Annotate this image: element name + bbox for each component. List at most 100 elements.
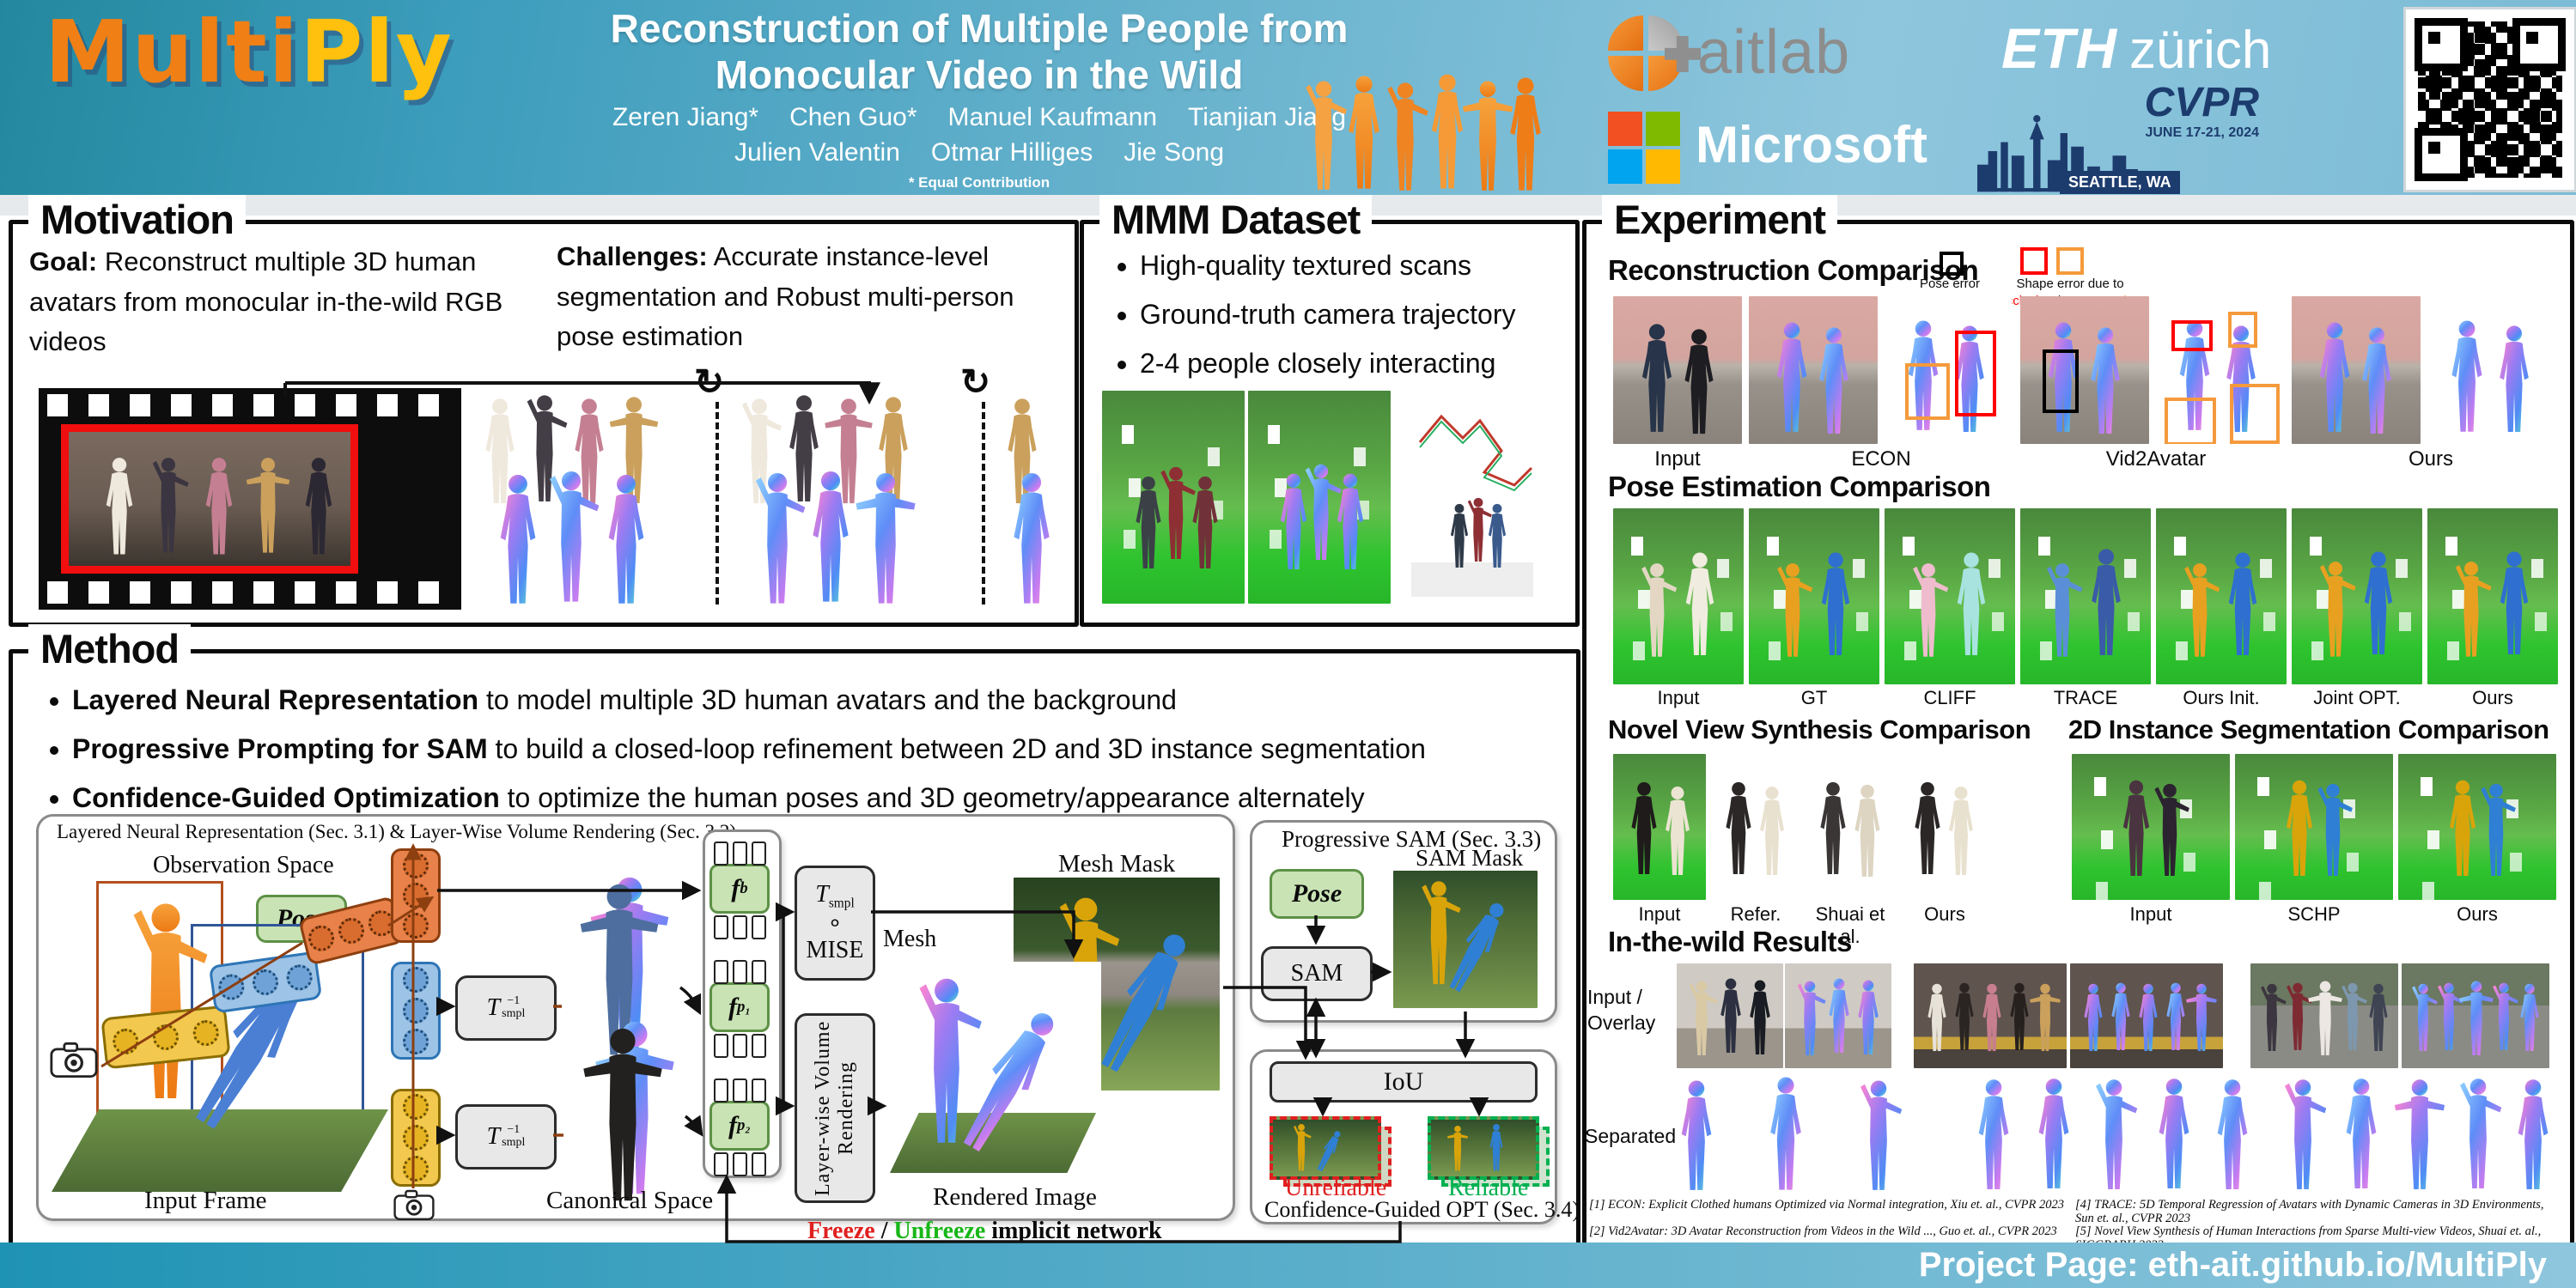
challenges-label: Challenges: bbox=[557, 241, 708, 271]
itw-row2-label: Separated bbox=[1585, 1125, 1677, 1147]
rotation-axis-dashed bbox=[716, 402, 719, 605]
confidence-guided-opt-label: Confidence-Guided OPT (Sec. 3.4) bbox=[1264, 1197, 1580, 1222]
person-normal-map bbox=[1327, 471, 1373, 574]
recon-econ-mesh-image bbox=[1885, 296, 2012, 444]
goal-label: Goal: bbox=[29, 246, 98, 276]
reference-item: [2] Vid2Avatar: 3D Avatar Reconstruction… bbox=[1589, 1224, 2057, 1239]
person-silhouette bbox=[2029, 977, 2061, 1060]
ground-photo-plane bbox=[52, 1109, 388, 1192]
f-sup: p₂ bbox=[737, 1116, 751, 1134]
t-sub: smpl bbox=[502, 1007, 526, 1020]
person-normal-map bbox=[2451, 1075, 2505, 1195]
pose-caption: GT bbox=[1800, 687, 1828, 708]
person-silhouette bbox=[1675, 550, 1725, 661]
method-bullet-rest: to model multiple 3D human avatars and t… bbox=[478, 684, 1177, 715]
layerwise-label: Layer-wise Volume Rendering bbox=[812, 1020, 857, 1196]
t-sup: −1 bbox=[507, 1123, 521, 1137]
reliable-label: Reliable bbox=[1448, 1175, 1529, 1201]
t-sup: −1 bbox=[507, 994, 521, 1008]
pose-caption: TRACE bbox=[2053, 687, 2118, 708]
studio-lights bbox=[1122, 424, 1135, 444]
rotate-arrow-icon: ↻ bbox=[694, 361, 725, 402]
t-inverse-smpl-box: T −1 smpl bbox=[455, 975, 557, 1041]
camera-icon bbox=[393, 1188, 435, 1221]
freeze-sep: / bbox=[874, 1218, 894, 1244]
f-sup: p₁ bbox=[737, 998, 751, 1016]
mmm-bullet: High-quality textured scans bbox=[1140, 247, 1586, 284]
pose-estimation-title: Pose Estimation Comparison bbox=[1608, 471, 1991, 502]
person-silhouette bbox=[144, 456, 192, 557]
itw-input-photo-1 bbox=[1677, 963, 1783, 1068]
input-frame-label: Input Frame bbox=[144, 1187, 267, 1214]
microsoft-logo: Microsoft bbox=[1608, 110, 1969, 187]
pose-tile-trace bbox=[2020, 508, 2151, 684]
motivation-group-2 bbox=[732, 397, 938, 611]
legend-pose-error-box bbox=[1940, 252, 1964, 276]
person-mask-yellow bbox=[1443, 1125, 1472, 1173]
person-normal-map bbox=[2276, 1077, 2329, 1195]
person-silhouette bbox=[2362, 977, 2395, 1060]
person-normal-map bbox=[1666, 1078, 1726, 1195]
mmm-section-title: MMM Dataset bbox=[1099, 195, 1373, 245]
person-silhouette bbox=[1742, 977, 1778, 1060]
recon-input-image bbox=[1613, 296, 1742, 444]
experiment-section-title: Experiment bbox=[1602, 195, 1837, 245]
person-mask-blue bbox=[2311, 776, 2355, 886]
t-sub: smpl bbox=[828, 896, 855, 911]
reference-item: [4] TRACE: 5D Temporal Regression of Ava… bbox=[2075, 1198, 2544, 1225]
sam-box: SAM bbox=[1261, 946, 1373, 1001]
occlusion-error-annotation bbox=[2171, 320, 2213, 351]
mmm-bullet: 2-4 people closely interacting bbox=[1140, 345, 1586, 382]
pose-tile-cliff bbox=[1885, 508, 2015, 684]
person-mesh-cyan bbox=[1946, 550, 1996, 661]
title-line1: Reconstruction of Multiple People from bbox=[610, 6, 1349, 51]
person-normal-map bbox=[998, 471, 1065, 610]
person-silhouette bbox=[1751, 780, 1793, 884]
pose-box: Pose bbox=[1270, 869, 1364, 919]
t-base: T bbox=[815, 880, 829, 908]
person-mesh-blue bbox=[2489, 548, 2539, 661]
authors-row1: Zeren Jiang* Chen Guo* Manuel Kaufmann Tian… bbox=[550, 103, 1409, 132]
itw-row1-label-a: Input / bbox=[1587, 986, 1642, 1008]
seg-caption: Input bbox=[2129, 903, 2172, 925]
person-mesh-orange bbox=[2448, 560, 2494, 661]
person-normal-map bbox=[1967, 1077, 2020, 1195]
method-bullet-rest: to optimize the human poses and 3D geome… bbox=[499, 782, 1365, 814]
freeze-word: Freeze bbox=[807, 1218, 875, 1244]
recon-caption-econ: ECON bbox=[1851, 447, 1911, 471]
person-mesh-orange bbox=[2312, 560, 2359, 661]
author: Jie Song bbox=[1124, 138, 1225, 167]
microsoft-wordmark: Microsoft bbox=[1696, 116, 1927, 173]
person-normal-map bbox=[2513, 977, 2546, 1060]
crowd-silhouette bbox=[1491, 76, 1560, 196]
nvs-caption: Shuai et al. bbox=[1815, 903, 1885, 947]
ray-samples-blue bbox=[391, 962, 441, 1060]
author: Manuel Kaufmann bbox=[947, 103, 1158, 131]
unfreeze-word: Unfreeze bbox=[893, 1218, 986, 1244]
pose-tile-gt bbox=[1749, 508, 1879, 684]
person-normal-map bbox=[2077, 325, 2134, 439]
person-mesh-blue bbox=[2354, 548, 2403, 661]
method-bullet: Progressive Prompting for SAM to build a… bbox=[72, 731, 1567, 768]
mmm-greenscreen-photo bbox=[1102, 391, 1245, 604]
eth-zurich-logo: ETH zürich bbox=[2001, 15, 2271, 81]
microsoft-icon bbox=[1608, 112, 1680, 184]
freeze-unfreeze-label: Freeze / Unfreeze implicit network bbox=[807, 1218, 1162, 1245]
mesh-mask-label: Mesh Mask bbox=[1058, 850, 1176, 878]
person-silhouette bbox=[1482, 501, 1513, 573]
novel-view-title: Novel View Synthesis Comparison bbox=[1608, 714, 2031, 744]
project-page-link[interactable]: Project Page: eth-ait.github.io/MultiPly bbox=[1918, 1246, 2547, 1284]
poster-title: Reconstruction of Multiple People from M… bbox=[550, 5, 1409, 99]
occlusion-error-annotation bbox=[1955, 331, 1996, 416]
person-mask-blue bbox=[2474, 776, 2518, 886]
person-mesh-pink bbox=[1905, 562, 1952, 661]
recon-econ-overlay-image bbox=[1749, 296, 1878, 444]
seg-caption: SCHP bbox=[2287, 903, 2341, 925]
person-normal-map bbox=[2393, 1077, 2446, 1195]
pose-tile-input bbox=[1613, 508, 1744, 684]
pose-tile-ours-init bbox=[2156, 508, 2287, 684]
reconstruction-comparison-title: Reconstruction Comparison bbox=[1608, 254, 1979, 286]
method-bullet-bold: Confidence-Guided Optimization bbox=[72, 782, 500, 814]
person-silhouette bbox=[94, 456, 144, 559]
